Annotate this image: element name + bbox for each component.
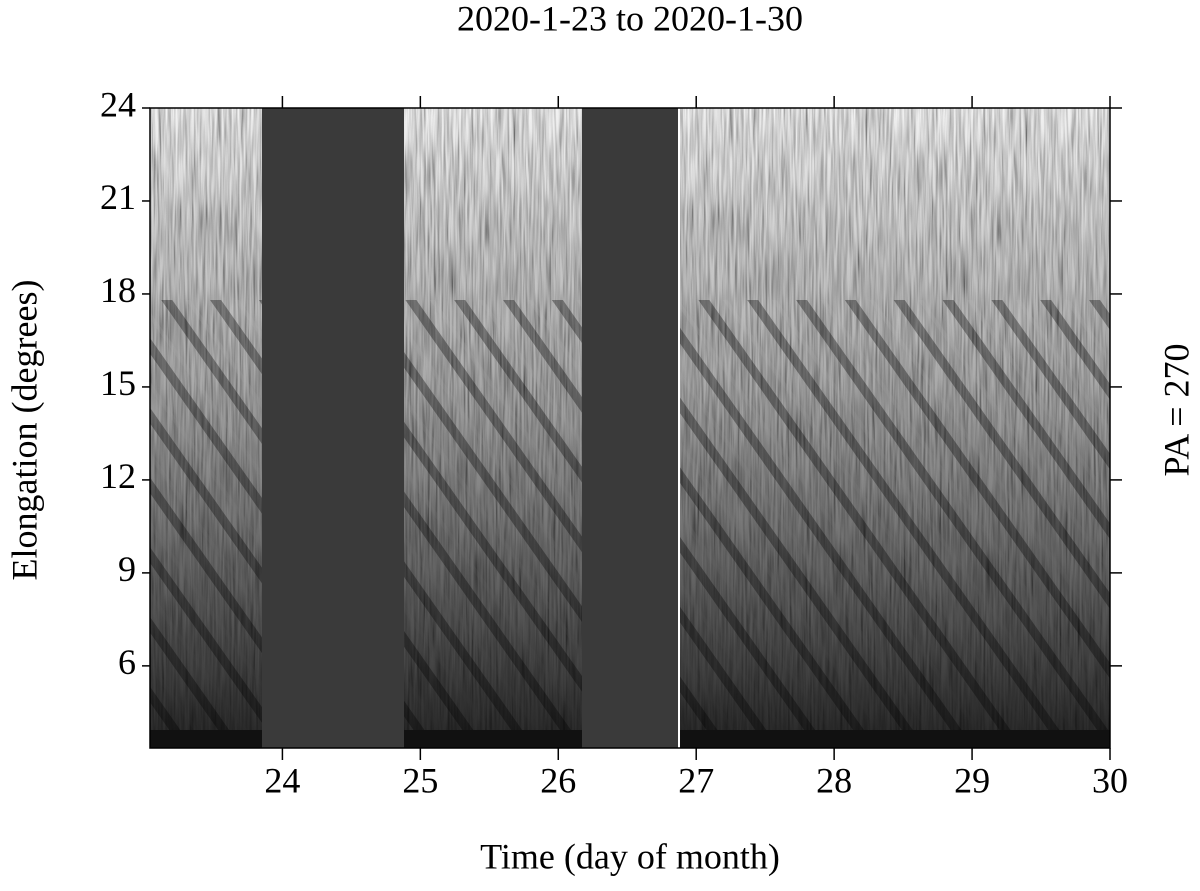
data-gap bbox=[262, 108, 404, 748]
y-tick-label: 15 bbox=[100, 363, 136, 403]
x-tick-label: 29 bbox=[954, 760, 990, 800]
x-tick-label: 30 bbox=[1092, 760, 1128, 800]
data-gap bbox=[582, 108, 678, 748]
chart-title: 2020-1-23 to 2020-1-30 bbox=[457, 0, 803, 38]
side-label: PA = 270 bbox=[1156, 343, 1196, 476]
y-tick-label: 9 bbox=[118, 549, 136, 589]
x-tick-label: 24 bbox=[264, 760, 300, 800]
x-tick-label: 26 bbox=[540, 760, 576, 800]
x-axis-label: Time (day of month) bbox=[480, 836, 780, 876]
x-tick-label: 25 bbox=[402, 760, 438, 800]
x-tick-label: 28 bbox=[816, 760, 852, 800]
y-tick-label: 12 bbox=[100, 456, 136, 496]
y-axis-label: Elongation (degrees) bbox=[4, 280, 44, 581]
y-tick-label: 18 bbox=[100, 270, 136, 310]
y-tick-label: 6 bbox=[118, 642, 136, 682]
y-tick-label: 21 bbox=[100, 177, 136, 217]
image-area bbox=[150, 108, 1110, 748]
plot-frame bbox=[149, 107, 1111, 749]
x-tick-label: 27 bbox=[678, 760, 714, 800]
y-tick-label: 24 bbox=[100, 84, 136, 124]
